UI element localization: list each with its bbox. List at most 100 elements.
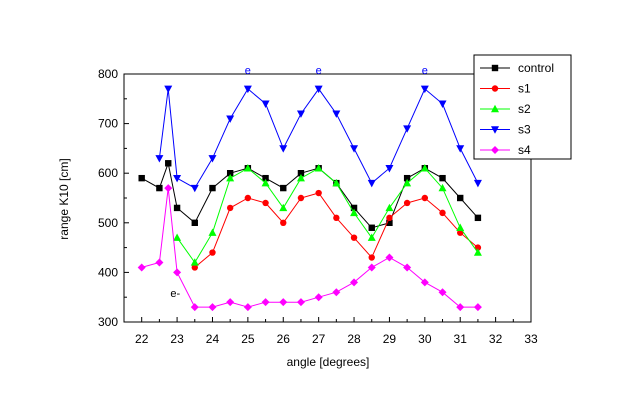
data-point-s3 [473,179,482,188]
y-tick-label: 800 [98,67,118,81]
legend-label: s1 [518,82,531,96]
legend-label: s4 [518,143,531,157]
data-point-s4 [420,278,429,287]
data-point-s3 [420,85,429,94]
data-point-control [368,224,375,231]
y-tick-label: 600 [98,166,118,180]
data-point-s4 [261,298,270,307]
data-point-s2 [420,164,429,172]
y-tick-label: 300 [98,315,118,329]
data-point-s2 [314,164,323,172]
data-point-s4 [314,293,323,302]
legend-entry-s4: s4 [480,143,531,157]
data-point-s3 [243,85,252,94]
data-point-s4 [385,253,394,262]
data-point-s1 [474,244,482,251]
data-point-s2 [173,233,182,241]
x-tick-label: 22 [135,332,149,346]
data-point-s1 [280,219,287,226]
legend-label: s2 [518,102,531,116]
data-point-s3 [208,155,217,163]
data-point-s4 [137,263,146,272]
data-point-s2 [190,258,199,266]
data-point-s3 [456,145,465,153]
y-axis: 300 400 500 600 700 800 [98,67,129,329]
data-point-s4 [350,278,359,287]
data-point-control [173,204,181,212]
x-tick-label: 28 [347,332,361,346]
data-point-s1 [350,234,358,241]
data-point-s2 [226,173,235,182]
data-point-s3 [314,85,323,94]
series-s1 [191,189,482,271]
data-point-s4 [473,303,482,312]
data-point-s1 [262,199,269,207]
data-point-s4 [243,303,252,312]
data-point-s3 [350,145,359,153]
data-point-s2 [385,203,394,212]
data-point-s2 [296,173,305,182]
x-tick-label: 29 [383,332,397,346]
data-point-s1 [297,194,305,202]
data-point-s2 [367,233,376,241]
data-point-s4 [456,303,465,312]
data-point-s2 [208,228,217,236]
series-line-s4 [141,188,478,308]
x-tick-label: 26 [277,332,291,346]
data-point-s2 [261,178,270,187]
annotation-label: e [316,65,322,77]
data-point-s1 [386,214,393,222]
data-point-s1 [457,229,464,236]
y-tick-label: 700 [98,117,118,131]
x-tick-label: 27 [312,332,326,346]
data-point-s2 [473,248,482,256]
data-point-control [191,219,198,226]
legend-label: control [518,61,554,75]
x-tick-label: 33 [524,332,538,346]
data-point-s4 [367,263,376,272]
legend-marker [491,85,499,92]
data-point-s2 [279,203,288,212]
series-s3 [155,85,482,193]
data-point-control [457,194,464,202]
x-axis-title: angle [degrees] [287,355,370,369]
data-point-control [439,174,446,182]
data-point-control [262,174,269,182]
y-tick-label: 500 [98,216,118,230]
data-point-s2 [332,178,341,187]
data-point-s3 [261,100,270,108]
data-point-s2 [243,164,252,172]
data-point-s3 [403,125,412,133]
data-point-s1 [421,194,429,202]
data-point-s3 [367,179,376,188]
data-point-s1 [368,254,375,261]
data-point-s4 [173,268,182,277]
legend-marker [491,126,499,134]
data-point-s1 [403,199,411,207]
series-line-s1 [194,192,479,268]
data-point-s2 [456,223,465,231]
legend-marker [491,104,499,113]
data-point-control [386,219,393,226]
data-point-s3 [164,85,173,94]
data-point-s3 [173,174,182,183]
x-tick-label: 25 [241,332,255,346]
legend-entry-control: control [480,61,554,75]
data-point-control [474,214,482,222]
data-point-s3 [226,115,235,123]
x-tick-label: 24 [206,332,220,346]
data-point-s1 [333,214,340,222]
legend-marker [491,146,499,154]
series-line-s3 [158,88,479,189]
series-layer [137,85,482,312]
data-point-control [165,160,172,167]
data-point-s3 [190,184,199,193]
plot-frame [123,73,532,323]
data-point-s3 [332,110,341,118]
data-point-s4 [190,303,199,312]
data-point-s1 [315,189,322,197]
y-tick-label: 400 [98,265,118,279]
x-axis: 22 23 24 25 26 27 28 29 30 31 32 33 [135,317,538,346]
legend-box [473,54,572,160]
data-point-s1 [226,204,234,212]
